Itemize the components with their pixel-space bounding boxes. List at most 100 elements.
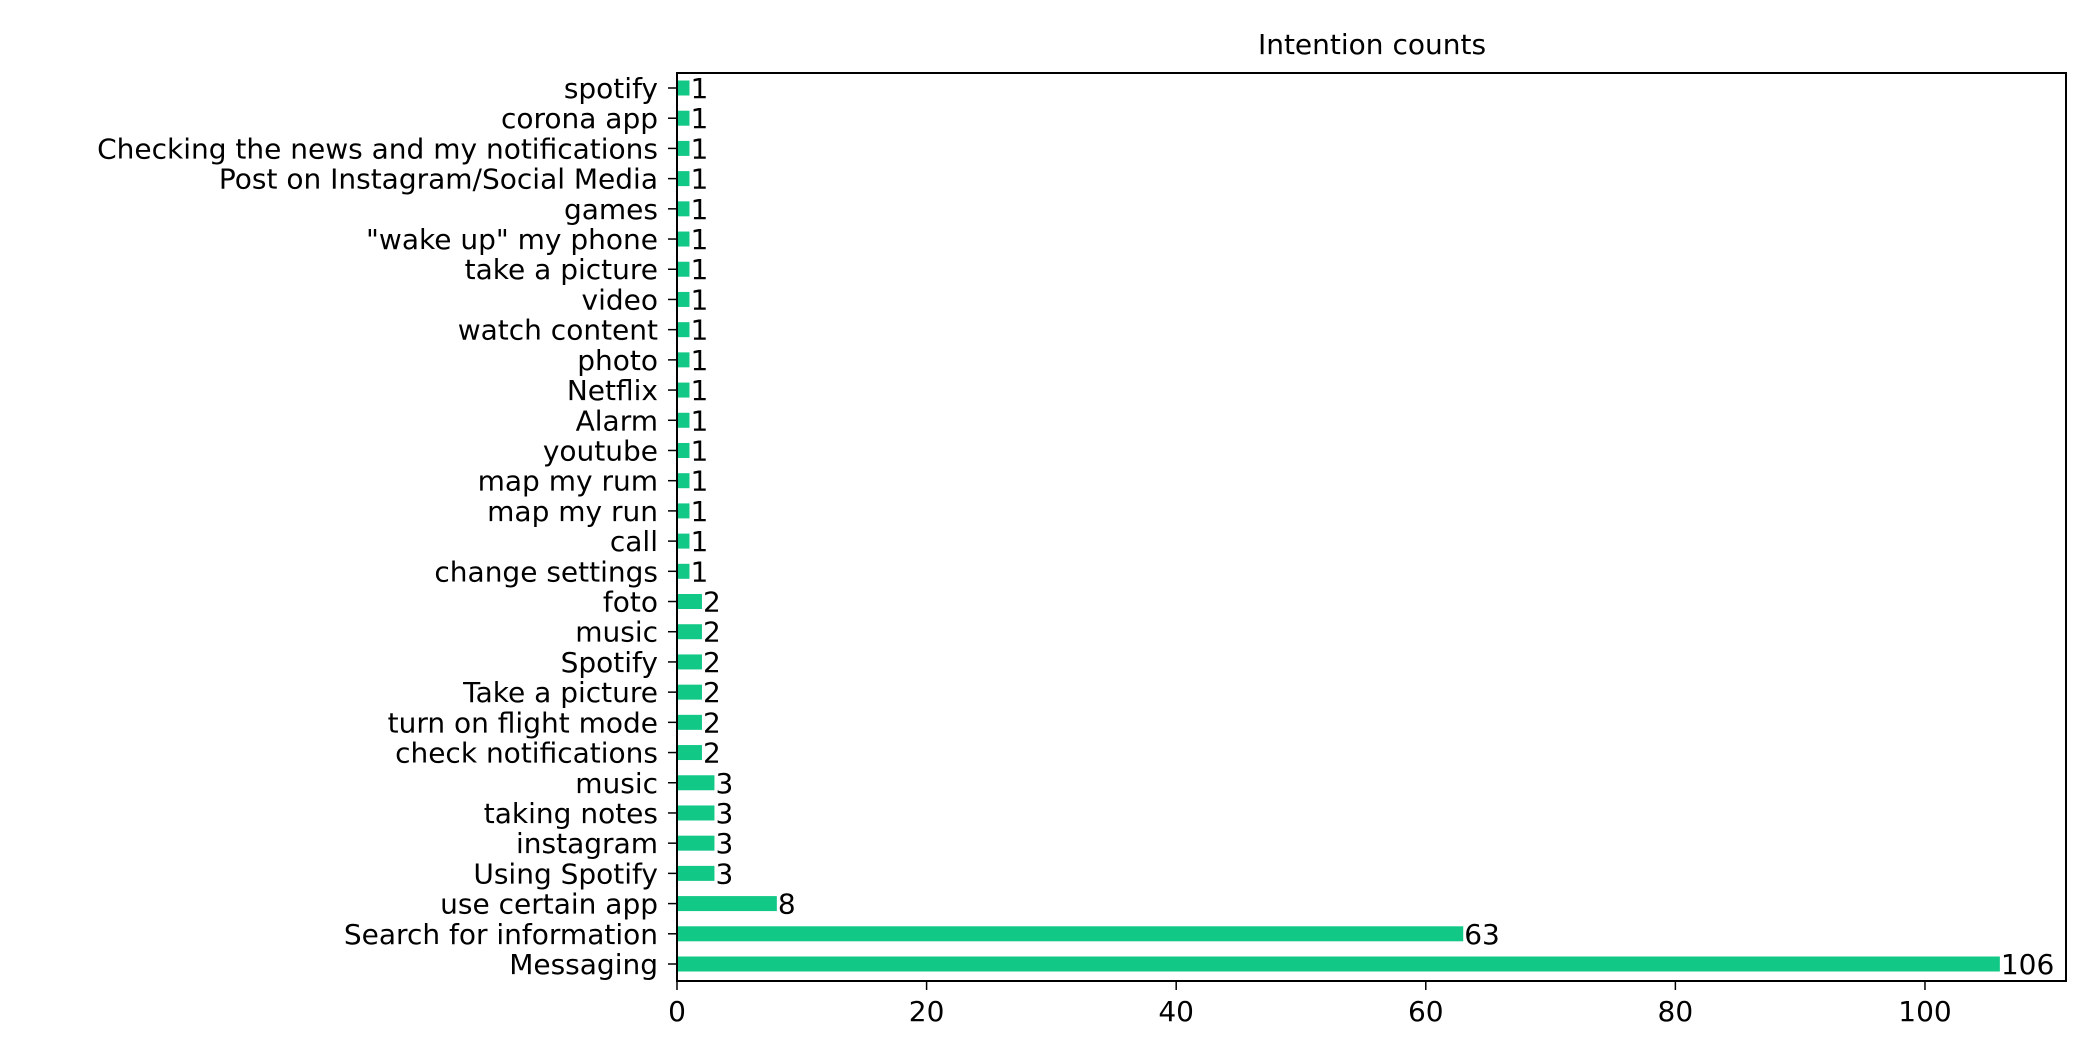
y-tick-label: Messaging: [509, 948, 658, 981]
bar: [677, 805, 715, 821]
data-label: 3: [715, 857, 733, 890]
y-tick-label: Spotify: [561, 646, 658, 679]
y-tick-label: watch content: [458, 314, 658, 347]
data-label: 1: [690, 193, 708, 226]
y-tick-label: check notifications: [395, 737, 658, 770]
y-tick-label: Using Spotify: [473, 857, 658, 890]
bar: [677, 926, 1464, 942]
y-tick-label: corona app: [501, 102, 658, 135]
data-label: 1: [690, 132, 708, 165]
y-tick-label: spotify: [564, 72, 658, 105]
data-label: 1: [690, 344, 708, 377]
bar: [677, 956, 2000, 972]
data-label: 1: [690, 525, 708, 558]
y-tick-label: map my run: [487, 495, 658, 528]
plot-frame: [676, 72, 2067, 982]
y-tick-label: music: [575, 767, 658, 800]
y-tick-label: youtube: [543, 434, 658, 467]
y-tick-label: take a picture: [465, 253, 658, 286]
bar: [677, 775, 715, 791]
data-label: 2: [703, 676, 721, 709]
bar: [677, 563, 690, 579]
bar: [677, 624, 702, 640]
bar: [677, 594, 702, 610]
chart-title: Intention counts: [1258, 28, 1486, 61]
y-tick-label: map my rum: [478, 465, 658, 498]
y-tick-label: games: [564, 193, 658, 226]
data-label: 2: [703, 737, 721, 770]
y-tick-label: change settings: [434, 555, 658, 588]
data-label: 1: [690, 253, 708, 286]
bar: [677, 80, 690, 96]
bar: [677, 140, 690, 156]
bar: [677, 533, 690, 549]
y-tick-label: photo: [577, 344, 658, 377]
bar: [677, 382, 690, 398]
x-tick-label: 60: [1408, 995, 1444, 1028]
data-label: 63: [1464, 918, 1500, 951]
bar: [677, 442, 690, 458]
data-label: 8: [778, 888, 796, 921]
bar: [677, 503, 690, 519]
y-tick-label: instagram: [516, 827, 658, 860]
data-label: 1: [690, 555, 708, 588]
y-tick-label: Netflix: [567, 374, 658, 407]
data-label: 1: [690, 465, 708, 498]
bars-group: [677, 80, 2000, 972]
data-label: 1: [690, 314, 708, 347]
x-tick-label: 20: [909, 995, 945, 1028]
y-tick-label: Search for information: [344, 918, 658, 951]
bar: [677, 835, 715, 851]
data-label: 3: [715, 827, 733, 860]
data-label: 1: [690, 434, 708, 467]
data-label: 3: [715, 767, 733, 800]
bar: [677, 865, 715, 881]
y-tick-label: "wake up" my phone: [366, 223, 658, 256]
bar: [677, 231, 690, 247]
y-tick-label: call: [610, 525, 658, 558]
bar: [677, 896, 777, 912]
bar: [677, 201, 690, 217]
data-label: 1: [690, 102, 708, 135]
data-label: 1: [690, 163, 708, 196]
bar: [677, 412, 690, 428]
data-label: 2: [703, 646, 721, 679]
bar: [677, 171, 690, 187]
y-tick-label: Take a picture: [462, 676, 658, 709]
x-axis-ticks: 0 20 40 60 80 100: [668, 981, 1952, 1028]
data-label: 1: [690, 223, 708, 256]
y-tick-label: taking notes: [484, 797, 658, 830]
y-tick-label: video: [582, 283, 658, 316]
y-tick-label: turn on flight mode: [388, 706, 658, 739]
bar: [677, 745, 702, 761]
bar: [677, 714, 702, 730]
bar: [677, 291, 690, 307]
y-tick-label: Alarm: [576, 404, 658, 437]
bar: [677, 110, 690, 126]
bar: [677, 352, 690, 368]
bar: [677, 684, 702, 700]
x-tick-label: 40: [1158, 995, 1194, 1028]
data-label: 1: [690, 495, 708, 528]
data-label: 2: [703, 706, 721, 739]
data-label: 106: [2001, 948, 2054, 981]
bar: [677, 322, 690, 338]
y-tick-label: Post on Instagram/Social Media: [219, 163, 658, 196]
data-label: 2: [703, 586, 721, 619]
data-label: 3: [715, 797, 733, 830]
data-label: 1: [690, 72, 708, 105]
data-label: 2: [703, 616, 721, 649]
y-tick-label: foto: [603, 586, 658, 619]
data-label: 1: [690, 283, 708, 316]
bar: [677, 473, 690, 489]
x-tick-label: 0: [668, 995, 686, 1028]
data-label: 1: [690, 374, 708, 407]
bar: [677, 261, 690, 277]
data-label: 1: [690, 404, 708, 437]
y-tick-label: use certain app: [440, 888, 658, 921]
y-tick-label: Checking the news and my notifications: [97, 132, 658, 165]
y-tick-label: music: [575, 616, 658, 649]
